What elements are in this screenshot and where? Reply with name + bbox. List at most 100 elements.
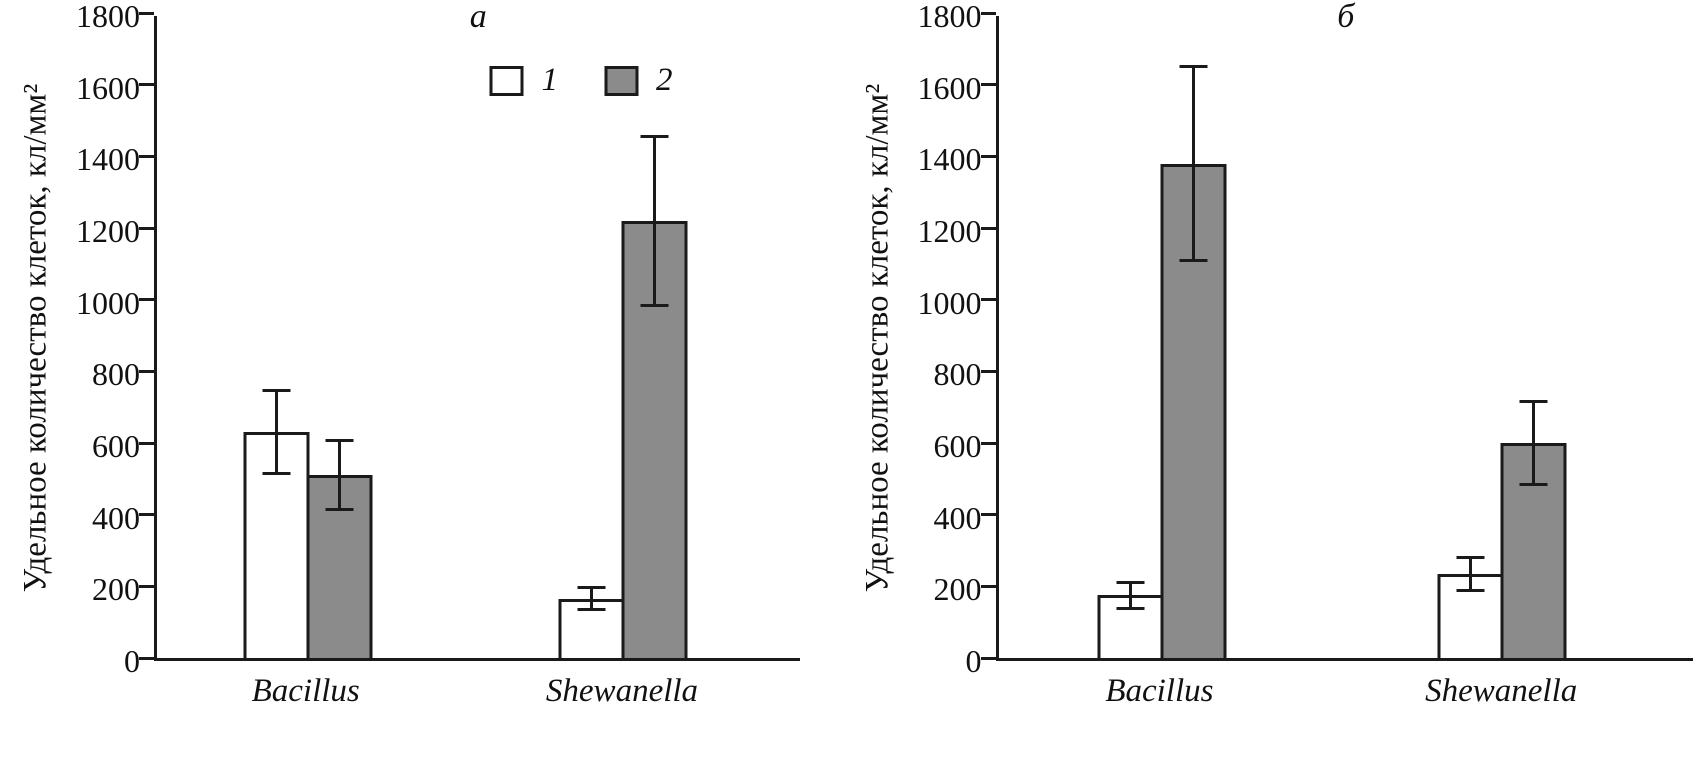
error-cap-top [1179,64,1208,68]
error-line [337,439,341,512]
y-tick-label: 200 [92,571,140,608]
error-bar [577,586,606,612]
x-axis-labels: Bacillus Shewanella [154,661,800,725]
y-tick [139,369,154,373]
chart-panel-b: Удельное количество клеток, кл/мм² 0 200 4… [852,0,1694,776]
y-tick-label: 1600 [917,69,982,106]
error-cap-top [325,439,354,443]
y-axis-title-column: Удельное количество клеток, кл/мм² [10,16,62,776]
error-line [1191,64,1195,263]
y-tick [139,83,154,87]
error-line [1128,580,1132,610]
y-tick [980,369,996,373]
y-axis-title: Удельное количество клеток, кл/мм² [17,83,54,593]
error-bar [1179,64,1208,263]
y-tick-label: 1800 [76,0,140,34]
error-cap-top [640,134,669,138]
x-axis-labels: Bacillus Shewanella [996,661,1694,725]
y-tick [139,226,154,230]
error-cap-bottom [1116,606,1145,610]
error-cap-top [1456,555,1485,559]
y-tick-label: 1000 [76,284,140,321]
y-tick-label: 200 [933,571,982,608]
y-tick [980,584,996,588]
error-cap-bottom [325,508,354,512]
error-bar [1116,580,1145,610]
legend-item: 2 [604,64,673,97]
error-bar [1519,400,1548,486]
error-line [1469,555,1472,592]
y-tick [980,513,996,517]
plot-region: 0 200 400 600 800 1000 1200 1400 1600 1800 б Baci… [904,0,1694,776]
bar-slot [621,16,688,658]
legend-swatch [489,65,524,96]
error-line [274,389,278,476]
error-cap-bottom [577,608,606,612]
error-cap-top [577,586,606,590]
y-tick-label: 800 [92,356,140,393]
y-axis-tick-labels: 0 200 400 600 800 1000 1200 1400 1600 1800 [62,0,154,677]
legend-label: 1 [541,62,559,98]
x-category-label: Bacillus [1105,673,1214,709]
error-cap-bottom [1519,483,1548,486]
y-tick [139,11,154,15]
y-tick [980,226,996,230]
y-axis-tick-labels: 0 200 400 600 800 1000 1200 1400 1600 1800 [904,0,996,677]
y-tick-label: 1200 [76,213,140,249]
bar-group-shewanella [558,16,688,658]
error-line [652,134,656,307]
y-tick-label: 1400 [76,141,140,178]
y-tick [139,656,154,660]
y-tick-label: 1200 [917,213,982,249]
panel-label: а [469,0,487,35]
y-tick-label: 600 [933,428,982,464]
y-tick-label: 1000 [917,284,982,321]
y-tick [139,513,154,517]
y-tick [980,656,996,660]
panel-label: б [1337,0,1355,35]
chart-panel-a: Удельное количество клеток, кл/мм² 0 200 4… [10,0,852,776]
plot-area: б [980,0,1693,661]
x-category-label: Shewanella [1425,673,1578,709]
y-tick [139,584,154,588]
bar-slot [558,16,625,658]
y-tick [980,154,996,158]
y-tick-label: 800 [933,356,982,393]
bar-group-shewanella [1437,16,1567,658]
bar-group-bacillus [1097,16,1227,658]
y-tick [139,154,154,158]
error-cap-bottom [640,303,669,307]
error-line [589,586,593,612]
error-bar [325,439,354,512]
y-tick [139,298,154,302]
legend-swatch [604,65,639,96]
y-axis-title-column: Удельное количество клеток, кл/мм² [852,16,904,776]
error-cap-bottom [1456,588,1485,592]
error-cap-top [262,389,291,393]
y-tick-label: 1400 [917,141,982,178]
y-tick [980,298,996,302]
error-cap-top [1116,580,1145,584]
bar-slot [243,16,310,658]
y-tick-label: 1600 [76,69,140,106]
y-tick-label: 0 [124,643,140,679]
error-bar [262,389,291,476]
plot-row: 0 200 400 600 800 1000 1200 1400 1600 1800 б [904,0,1693,677]
y-tick-label: 400 [92,499,140,536]
y-tick-label: 1800 [917,0,982,34]
bar-slot [1160,16,1227,658]
bar-group-bacillus [243,16,373,658]
legend-label: 2 [656,62,673,98]
x-category-label: Shewanella [545,673,699,709]
bar-slot [1500,16,1567,658]
legend-item: 1 [489,62,559,98]
y-tick-label: 400 [933,499,982,536]
error-bar [1456,555,1485,592]
bar-slot [1097,16,1164,658]
y-tick-label: 0 [965,643,982,679]
